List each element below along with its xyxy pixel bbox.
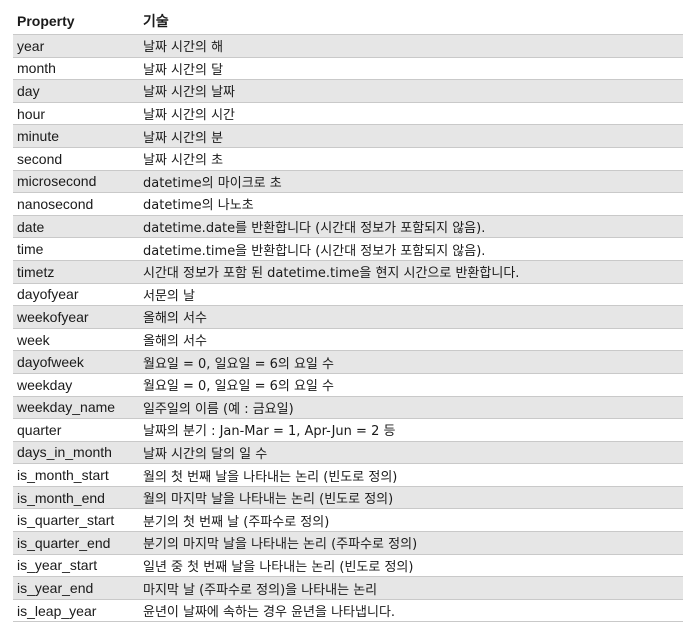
description-cell: 월의 첫 번째 날을 나타내는 논리 (빈도로 정의) xyxy=(139,463,683,487)
property-cell: timetz xyxy=(13,259,139,284)
description-cell: 월의 마지막 날을 나타내는 논리 (빈도로 정의) xyxy=(139,485,683,509)
description-cell: 올해의 서수 xyxy=(139,327,683,351)
table-row: weekofyear 올해의 서수 xyxy=(13,305,683,329)
description-cell: 시간대 정보가 포함 된 datetime.time을 현지 시간으로 반환합니… xyxy=(139,259,683,284)
description-cell: datetime.date를 반환합니다 (시간대 정보가 포함되지 않음). xyxy=(139,214,683,238)
description-cell: 분기의 첫 번째 날 (주파수로 정의) xyxy=(139,508,683,532)
property-cell: week xyxy=(13,327,139,351)
description-cell: 날짜 시간의 해 xyxy=(139,34,683,58)
table-row: quarter 날짜의 분기 : Jan-Mar = 1, Apr-Jun = 2… xyxy=(13,418,683,442)
table-row: timetz 시간대 정보가 포함 된 datetime.time을 현지 시간으… xyxy=(13,259,683,284)
table-row: date datetime.date를 반환합니다 (시간대 정보가 포함되지 않… xyxy=(13,214,683,238)
property-cell: day xyxy=(13,79,139,103)
table-row: weekday 월요일 = 0, 일요일 = 6의 요일 수 xyxy=(13,372,683,396)
header-description: 기술 xyxy=(139,8,683,35)
property-cell: is_leap_year xyxy=(13,598,139,622)
table-row: weekday_name 일주일의 이름 (예 : 금요일) xyxy=(13,395,683,419)
property-cell: weekofyear xyxy=(13,305,139,329)
property-cell: date xyxy=(13,214,139,238)
table-row: year 날짜 시간의 해 xyxy=(13,34,683,58)
table-body: year 날짜 시간의 해 month 날짜 시간의 달 day 날짜 시간의 날짜 hou… xyxy=(13,34,683,622)
header-row: Property 기술 xyxy=(13,8,683,35)
table-row: dayofweek 월요일 = 0, 일요일 = 6의 요일 수 xyxy=(13,350,683,374)
property-cell: is_quarter_end xyxy=(13,531,139,555)
description-cell: 일주일의 이름 (예 : 금요일) xyxy=(139,395,683,419)
description-cell: 서문의 날 xyxy=(139,282,683,306)
description-cell: 일년 중 첫 번째 날을 나타내는 논리 (빈도로 정의) xyxy=(139,553,683,577)
table-row: is_leap_year 윤년이 날짜에 속하는 경우 윤년을 나타냅니다. xyxy=(13,598,683,622)
description-cell: datetime.time을 반환합니다 (시간대 정보가 포함되지 않음). xyxy=(139,237,683,261)
table-row: is_quarter_end 분기의 마지막 날을 나타내는 논리 (주파수로 정… xyxy=(13,531,683,555)
property-cell: is_month_start xyxy=(13,463,139,487)
property-cell: is_year_end xyxy=(13,576,139,600)
table-row: second 날짜 시간의 초 xyxy=(13,146,683,171)
description-cell: 올해의 서수 xyxy=(139,305,683,329)
property-cell: dayofweek xyxy=(13,350,139,374)
table-row: nanosecond datetime의 나노초 xyxy=(13,192,683,216)
description-cell: 마지막 날 (주파수로 정의)을 나타내는 논리 xyxy=(139,576,683,600)
property-cell: year xyxy=(13,34,139,58)
description-cell: 날짜 시간의 날짜 xyxy=(139,79,683,103)
property-cell: quarter xyxy=(13,418,139,442)
description-cell: 월요일 = 0, 일요일 = 6의 요일 수 xyxy=(139,372,683,396)
property-cell: second xyxy=(13,146,139,171)
property-cell: dayofyear xyxy=(13,282,139,306)
property-cell: weekday_name xyxy=(13,395,139,419)
description-cell: 분기의 마지막 날을 나타내는 논리 (주파수로 정의) xyxy=(139,531,683,555)
description-cell: 월요일 = 0, 일요일 = 6의 요일 수 xyxy=(139,350,683,374)
table-row: hour 날짜 시간의 시간 xyxy=(13,101,683,125)
description-cell: 날짜 시간의 시간 xyxy=(139,101,683,125)
description-cell: 날짜의 분기 : Jan-Mar = 1, Apr-Jun = 2 등 xyxy=(139,418,683,442)
table-row: is_year_end 마지막 날 (주파수로 정의)을 나타내는 논리 xyxy=(13,576,683,600)
table-row: minute 날짜 시간의 분 xyxy=(13,124,683,148)
table-row: is_quarter_start 분기의 첫 번째 날 (주파수로 정의) xyxy=(13,508,683,532)
property-cell: microsecond xyxy=(13,169,139,193)
description-cell: datetime의 마이크로 초 xyxy=(139,169,683,193)
property-cell: minute xyxy=(13,124,139,148)
property-table: Property 기술 year 날짜 시간의 해 month 날짜 시간의 달 day… xyxy=(13,8,683,622)
description-cell: 날짜 시간의 초 xyxy=(139,146,683,171)
description-cell: datetime의 나노초 xyxy=(139,192,683,216)
header-property: Property xyxy=(13,8,139,35)
description-cell: 윤년이 날짜에 속하는 경우 윤년을 나타냅니다. xyxy=(139,598,683,622)
table-row: microsecond datetime의 마이크로 초 xyxy=(13,169,683,193)
property-cell: is_quarter_start xyxy=(13,508,139,532)
property-cell: weekday xyxy=(13,372,139,396)
description-cell: 날짜 시간의 달 xyxy=(139,56,683,80)
table-row: days_in_month 날짜 시간의 달의 일 수 xyxy=(13,440,683,464)
table-row: month 날짜 시간의 달 xyxy=(13,56,683,80)
table-row: is_month_end 월의 마지막 날을 나타내는 논리 (빈도로 정의) xyxy=(13,485,683,509)
property-cell: hour xyxy=(13,101,139,125)
table-header: Property 기술 xyxy=(13,8,683,35)
property-cell: is_month_end xyxy=(13,485,139,509)
table-row: week 올해의 서수 xyxy=(13,327,683,351)
property-table-container: Property 기술 year 날짜 시간의 해 month 날짜 시간의 달 day… xyxy=(13,8,683,622)
description-cell: 날짜 시간의 달의 일 수 xyxy=(139,440,683,464)
property-cell: is_year_start xyxy=(13,553,139,577)
table-row: day 날짜 시간의 날짜 xyxy=(13,79,683,103)
property-cell: month xyxy=(13,56,139,80)
table-row: is_month_start 월의 첫 번째 날을 나타내는 논리 (빈도로 정의… xyxy=(13,463,683,487)
table-row: is_year_start 일년 중 첫 번째 날을 나타내는 논리 (빈도로 정… xyxy=(13,553,683,577)
table-row: time datetime.time을 반환합니다 (시간대 정보가 포함되지 않… xyxy=(13,237,683,261)
property-cell: time xyxy=(13,237,139,261)
property-cell: nanosecond xyxy=(13,192,139,216)
property-cell: days_in_month xyxy=(13,440,139,464)
table-row: dayofyear 서문의 날 xyxy=(13,282,683,306)
description-cell: 날짜 시간의 분 xyxy=(139,124,683,148)
